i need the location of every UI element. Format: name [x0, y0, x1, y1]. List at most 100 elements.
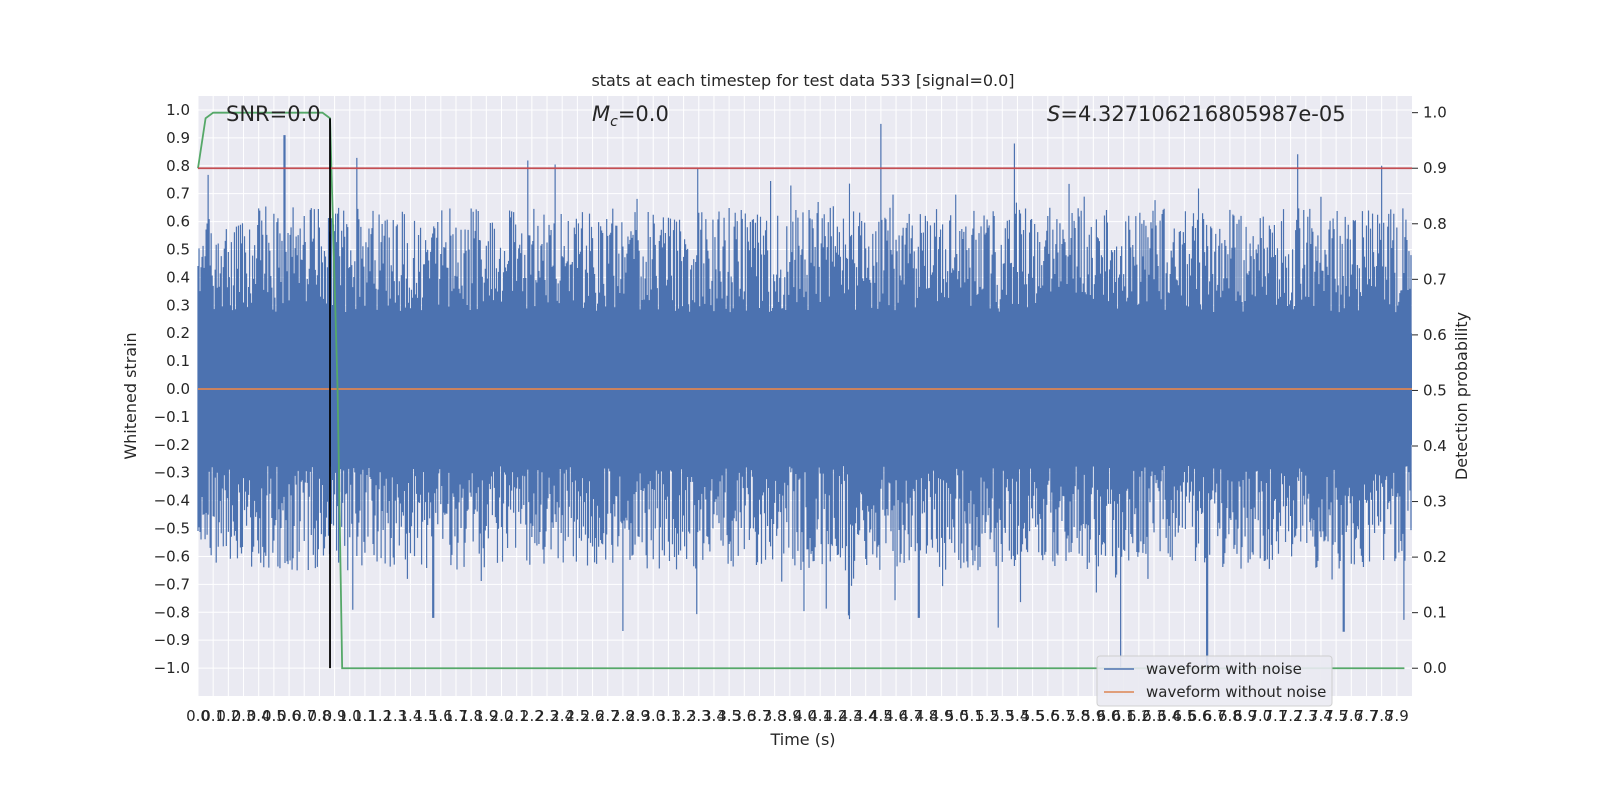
x-tick-label: 5.6 [1036, 707, 1060, 725]
x-tick-label: 6.7 [1203, 707, 1227, 725]
x-tick-label: 6.6 [1188, 707, 1212, 725]
y-right-tick-label: 0.6 [1423, 326, 1447, 344]
x-tick-label: 6.8 [1218, 707, 1242, 725]
x-tick-label: 7.5 [1324, 707, 1348, 725]
x-tick-label: 4.0 [793, 707, 817, 725]
x-tick-label: 5.5 [1021, 707, 1045, 725]
x-tick-label: 4.9 [930, 707, 954, 725]
x-tick-label: 6.5 [1172, 707, 1196, 725]
x-tick-label: 2.1 [505, 707, 529, 725]
x-tick-label: 3.9 [778, 707, 802, 725]
x-tick-label: 5.1 [960, 707, 984, 725]
x-tick-label: 7.1 [1263, 707, 1287, 725]
x-tick-label: 2.4 [550, 707, 574, 725]
x-tick-label: 6.1 [1112, 707, 1136, 725]
y-tick-label: 0.9 [166, 129, 190, 147]
x-tick-label: 4.8 [914, 707, 938, 725]
x-tick-label: 3.2 [672, 707, 696, 725]
x-tick-label: 0.2 [216, 707, 240, 725]
x-tick-label: 5.3 [990, 707, 1014, 725]
y-tick-label: −0.6 [154, 547, 190, 565]
y-tick-label: 0.8 [166, 157, 190, 175]
y-axis-label: Whitened strain [121, 332, 140, 459]
x-tick-label: 7.2 [1279, 707, 1303, 725]
y-tick-label: 0.6 [166, 213, 190, 231]
annotation-2: Mc=0.0 [592, 102, 669, 130]
x-tick-label: 6.3 [1142, 707, 1166, 725]
x-tick-label: 1.1 [353, 707, 377, 725]
x-tick-label: 3.8 [763, 707, 787, 725]
y-right-tick-label: 0.8 [1423, 215, 1447, 233]
x-tick-label: 1.7 [444, 707, 468, 725]
y-right-tick-label: 0.5 [1423, 381, 1447, 399]
x-tick-label: 2.8 [611, 707, 635, 725]
legend-label-clean: waveform without noise [1146, 683, 1326, 701]
y-tick-label: 0.3 [166, 296, 190, 314]
y-tick-label: −0.8 [154, 603, 190, 621]
x-tick-label: 2.3 [535, 707, 559, 725]
x-tick-label: 4.4 [854, 707, 878, 725]
x-tick-label: 2.9 [626, 707, 650, 725]
y-right-tick-label: 0.7 [1423, 270, 1447, 288]
x-tick-label: 0.6 [277, 707, 301, 725]
x-tick-label: 0.1 [201, 707, 225, 725]
y-right-tick-label: 0.4 [1423, 437, 1447, 455]
x-tick-label: 0.4 [247, 707, 271, 725]
y-tick-label: −0.5 [154, 520, 190, 538]
x-tick-label: 5.8 [1066, 707, 1090, 725]
x-tick-label: 4.6 [884, 707, 908, 725]
x-tick-label: 0.5 [262, 707, 286, 725]
x-tick-label: 2.6 [581, 707, 605, 725]
x-tick-label: 7.4 [1309, 707, 1333, 725]
x-tick-label: 0.9 [323, 707, 347, 725]
y-right-tick-label: 0.2 [1423, 548, 1447, 566]
x-axis-label: Time (s) [769, 730, 835, 749]
x-tick-label: 1.5 [414, 707, 438, 725]
y-tick-label: −0.2 [154, 436, 190, 454]
detection-probability-line [197, 111, 1405, 670]
x-tick-label: 3.4 [702, 707, 726, 725]
annotations: SNR=0.0 Mc=0.0 S=4.327106216805987e-05 [226, 102, 1346, 130]
x-tick-label: 1.0 [338, 707, 362, 725]
x-tick-label: 2.0 [490, 707, 514, 725]
y-right-tick-label: 0.1 [1423, 604, 1447, 622]
x-tick-label: 3.0 [641, 707, 665, 725]
y-axis-right-label: Detection probability [1452, 312, 1471, 480]
y-tick-label: −0.7 [154, 575, 190, 593]
y-tick-label: 0.4 [166, 268, 190, 286]
x-tick-label: 1.9 [474, 707, 498, 725]
x-tick-label: 4.7 [899, 707, 923, 725]
legend: waveform with noise waveform without noi… [1096, 655, 1333, 707]
y-tick-label: 0.1 [166, 352, 190, 370]
x-tick-label: 4.3 [839, 707, 863, 725]
x-tick-label: 3.3 [687, 707, 711, 725]
y-right-tick-label: 1.0 [1423, 104, 1447, 122]
y-right-tick-label: 0.9 [1423, 159, 1447, 177]
y-tick-label: −0.4 [154, 492, 190, 510]
x-tick-label: 5.9 [1081, 707, 1105, 725]
x-tick-label: 3.5 [717, 707, 741, 725]
annotation-3: S=4.327106216805987e-05 [1047, 102, 1346, 126]
y-right-tick-label: 0.3 [1423, 493, 1447, 511]
legend-box [1096, 655, 1333, 707]
x-tick-label: 4.1 [808, 707, 832, 725]
x-tick-label: 1.6 [429, 707, 453, 725]
x-tick-label: 6.2 [1127, 707, 1151, 725]
x-axis: 0.00.10.20.30.40.50.60.70.80.91.01.11.21… [186, 707, 1409, 725]
x-tick-label: 3.6 [732, 707, 756, 725]
x-tick-label: 4.5 [869, 707, 893, 725]
x-tick-label: 0.8 [307, 707, 331, 725]
x-tick-label: 1.3 [383, 707, 407, 725]
x-tick-label: 3.7 [748, 707, 772, 725]
y-tick-label: 1.0 [166, 101, 190, 119]
x-tick-label: 6.4 [1157, 707, 1181, 725]
x-tick-label: 0.3 [232, 707, 256, 725]
x-tick-label: 7.0 [1248, 707, 1272, 725]
x-tick-label: 7.8 [1370, 707, 1394, 725]
y-tick-label: 0.0 [166, 380, 190, 398]
x-tick-label: 1.2 [368, 707, 392, 725]
y-tick-label: 0.5 [166, 240, 190, 258]
chart-title: stats at each timestep for test data 533… [591, 71, 1014, 90]
series-lines [197, 111, 1412, 670]
